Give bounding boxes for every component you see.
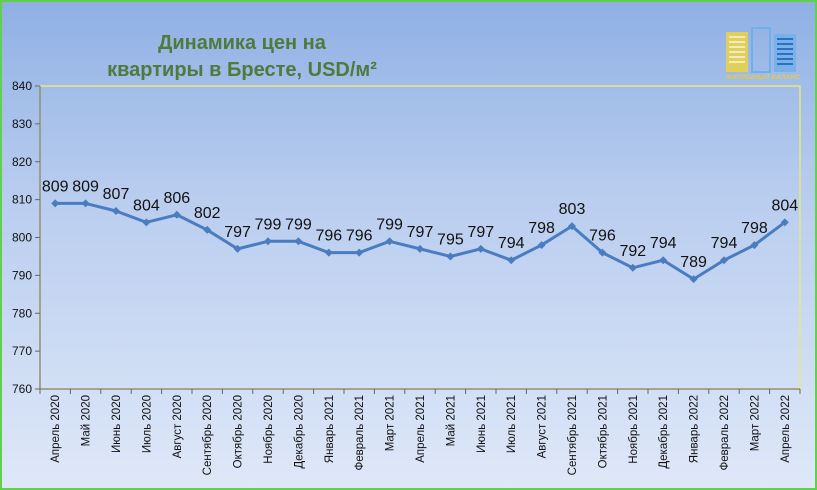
data-label: 804 xyxy=(771,197,798,214)
data-label: 806 xyxy=(163,190,190,207)
data-point xyxy=(537,241,546,250)
data-point xyxy=(233,244,242,253)
data-label: 809 xyxy=(42,178,69,195)
data-point xyxy=(568,222,576,231)
x-tick-label: Апрель 2021 xyxy=(415,395,427,463)
data-label: 804 xyxy=(133,197,160,214)
x-tick-label: Июнь 2020 xyxy=(111,395,123,453)
data-point xyxy=(750,241,759,250)
data-point xyxy=(112,206,120,215)
data-label: 797 xyxy=(224,224,251,241)
y-tick-label: 760 xyxy=(12,382,32,396)
data-label: 803 xyxy=(559,201,586,218)
x-tick-label: Февраль 2022 xyxy=(719,395,731,471)
series-points xyxy=(51,199,789,284)
data-point xyxy=(51,199,60,208)
x-tick-label: Декабрь 2021 xyxy=(658,395,670,469)
x-tick-label: Октябрь 2020 xyxy=(233,395,245,468)
data-point xyxy=(355,248,364,257)
data-point xyxy=(324,248,333,257)
building-logo-icon xyxy=(726,27,796,73)
chart-title-line-1: Динамика цен на xyxy=(158,32,326,54)
y-axis-ticks: 760 770 780 790 800 810 820 830 840 xyxy=(12,79,40,396)
x-tick-label: Апрель 2020 xyxy=(50,395,62,463)
x-tick-label: Июнь 2021 xyxy=(476,395,488,453)
data-label: 796 xyxy=(589,228,616,245)
chart-title-line-2: квартиры в Бресте, USD/м² xyxy=(107,59,377,81)
data-label: 799 xyxy=(255,216,282,233)
data-label: 796 xyxy=(346,228,373,245)
x-axis-ticks: Апрель 2020 Май 2020 Июнь 2020 Июль 2020 Авг… xyxy=(39,389,801,475)
y-tick-label: 780 xyxy=(12,306,32,320)
data-point xyxy=(780,218,789,227)
data-point xyxy=(294,237,303,246)
y-tick-label: 830 xyxy=(12,117,32,131)
x-tick-label: Март 2022 xyxy=(749,395,761,451)
x-tick-label: Июль 2020 xyxy=(141,395,153,453)
data-label: 789 xyxy=(680,254,707,271)
x-tick-label: Июль 2021 xyxy=(506,395,518,453)
data-label: 794 xyxy=(711,235,738,252)
x-tick-label: Апрель 2022 xyxy=(780,395,792,463)
x-tick-label: Ноябрь 2021 xyxy=(628,395,640,464)
x-tick-label: Январь 2021 xyxy=(324,395,336,463)
x-tick-label: Декабрь 2020 xyxy=(293,395,305,469)
data-point xyxy=(142,218,151,227)
data-label: 799 xyxy=(285,216,312,233)
x-tick-label: Август 2020 xyxy=(172,395,184,458)
data-point xyxy=(385,237,394,246)
data-label: 797 xyxy=(467,224,494,241)
data-label: 794 xyxy=(498,235,525,252)
x-tick-label: Сентябрь 2021 xyxy=(567,395,579,475)
y-tick-label: 820 xyxy=(12,155,32,169)
y-tick-label: 800 xyxy=(12,231,32,245)
data-label: 802 xyxy=(194,205,221,222)
data-point xyxy=(476,244,485,253)
y-tick-label: 790 xyxy=(12,268,32,282)
logo-text: ЖИЛИЩНЫЙ БАЛАНС xyxy=(725,74,801,81)
data-label: 795 xyxy=(437,231,464,248)
data-point xyxy=(81,199,90,208)
chart-title: Динамика цен на квартиры в Бресте, USD/м… xyxy=(62,30,422,84)
data-point xyxy=(172,210,181,219)
x-tick-label: Май 2021 xyxy=(445,395,457,446)
x-tick-label: Август 2021 xyxy=(537,395,549,458)
data-label: 796 xyxy=(315,228,342,245)
data-point xyxy=(264,237,272,246)
data-label: 798 xyxy=(528,220,555,237)
data-label: 799 xyxy=(376,216,403,233)
data-point xyxy=(689,275,698,284)
x-tick-label: Ноябрь 2020 xyxy=(263,395,275,464)
data-label: 792 xyxy=(619,243,646,260)
data-point xyxy=(720,256,728,265)
x-tick-label: Октябрь 2021 xyxy=(597,395,609,468)
data-point xyxy=(628,263,637,272)
data-point xyxy=(203,225,212,234)
x-tick-label: Январь 2022 xyxy=(689,395,701,463)
data-point xyxy=(446,252,455,261)
y-tick-label: 770 xyxy=(12,344,32,358)
y-tick-label: 810 xyxy=(12,193,32,207)
data-point xyxy=(507,256,516,265)
y-tick-label: 840 xyxy=(12,79,32,93)
data-label: 809 xyxy=(72,178,99,195)
data-point xyxy=(416,244,424,253)
x-tick-label: Февраль 2021 xyxy=(354,395,366,471)
data-label: 798 xyxy=(741,220,768,237)
data-point xyxy=(598,248,607,257)
data-label: 807 xyxy=(103,186,130,203)
data-point xyxy=(659,256,668,265)
x-tick-label: Май 2020 xyxy=(81,395,93,446)
x-tick-label: Сентябрь 2020 xyxy=(202,395,214,475)
data-label: 794 xyxy=(650,235,677,252)
x-tick-label: Март 2021 xyxy=(385,395,397,451)
data-label: 797 xyxy=(407,224,434,241)
